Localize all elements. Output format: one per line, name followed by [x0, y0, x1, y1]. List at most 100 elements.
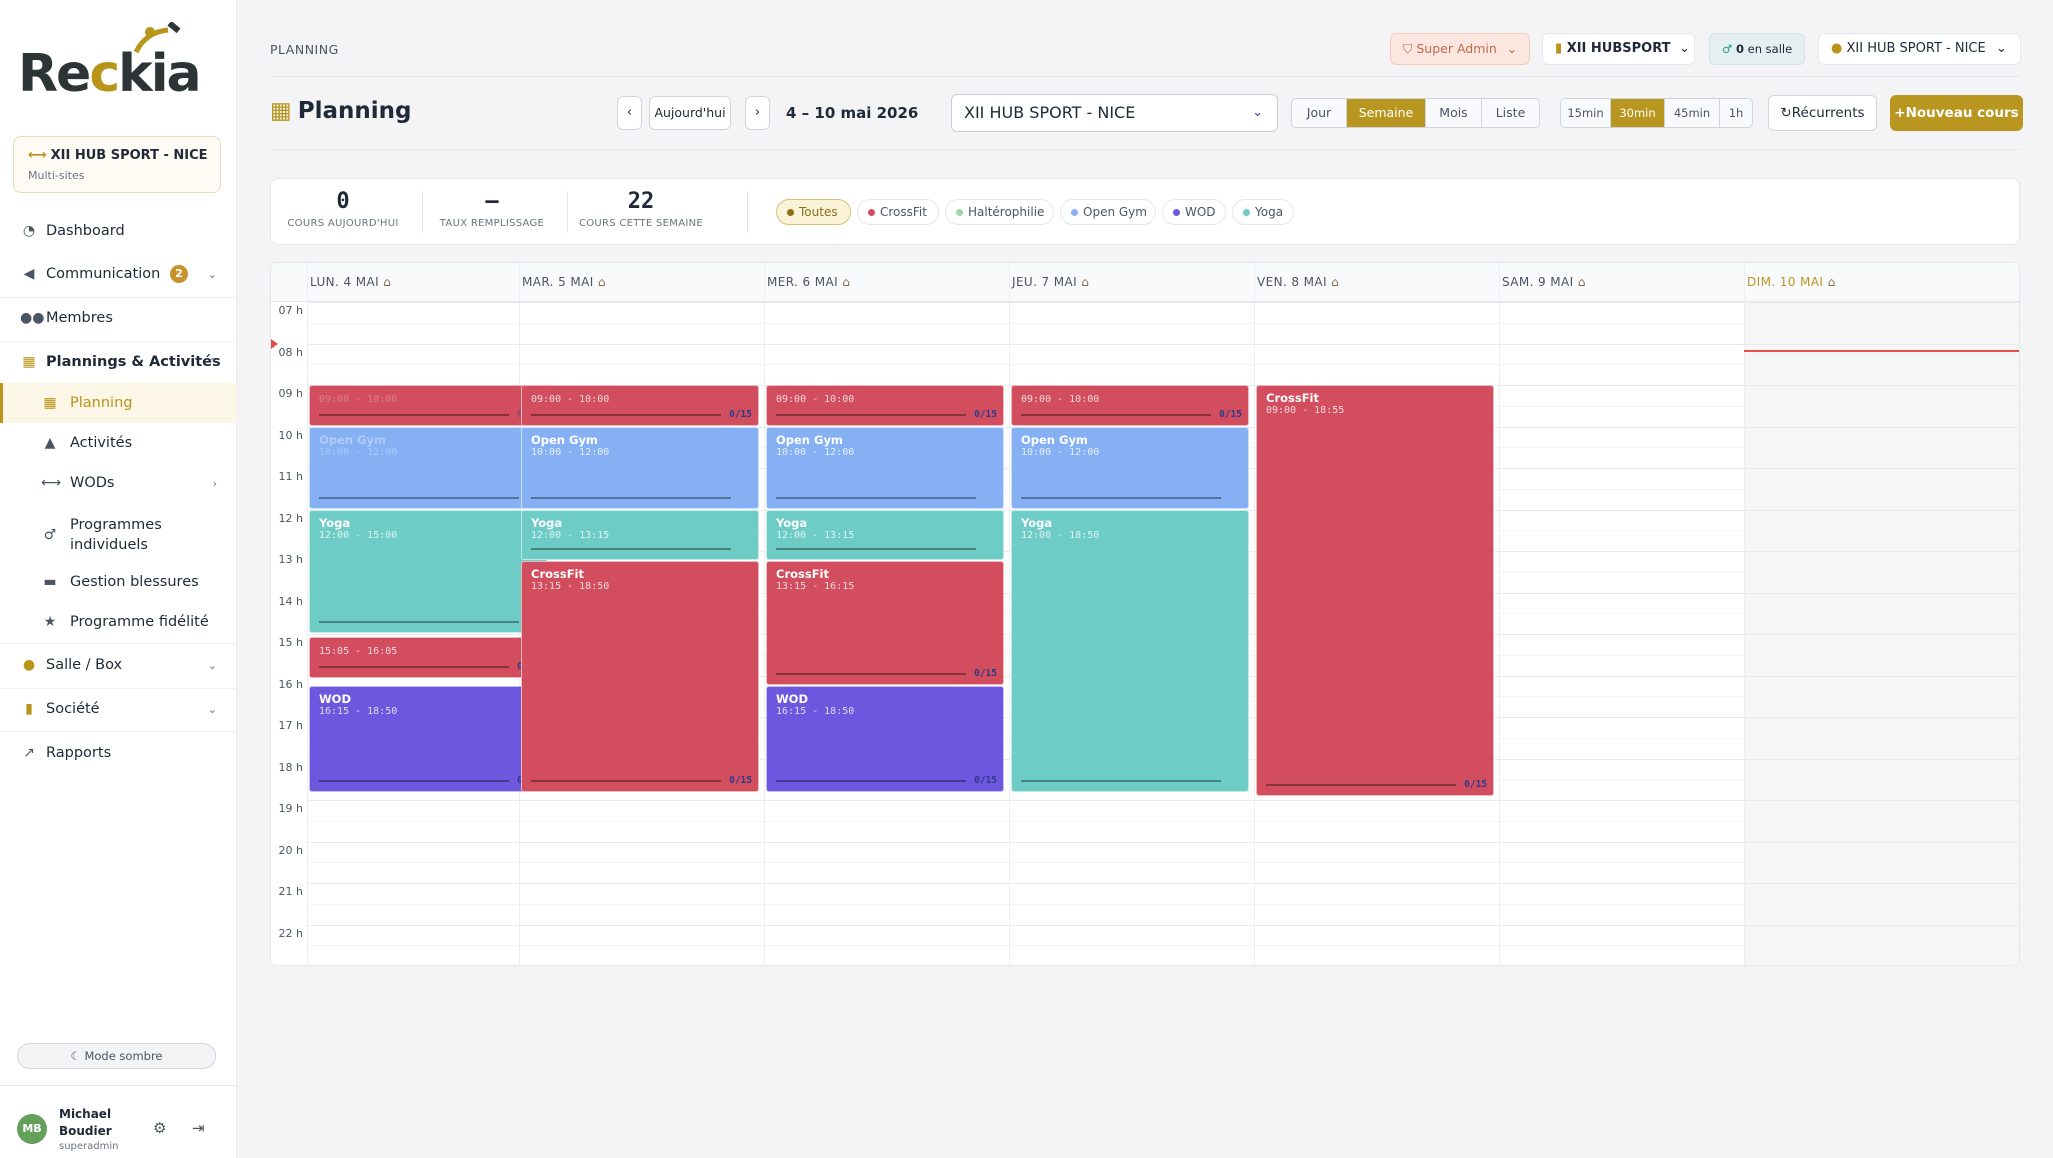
day-header[interactable]: MAR. 5 MAI ⌂: [522, 275, 606, 289]
calendar-event[interactable]: Yoga 12:00 - 15:00: [309, 509, 547, 633]
calendar-event[interactable]: Open Gym 10:00 - 12:00: [309, 426, 547, 509]
chevron-right-icon: ›: [754, 105, 761, 120]
calendar-event[interactable]: CrossFit 09:00 - 18:55 0/15: [1256, 385, 1494, 796]
calendar-event[interactable]: CrossFit 13:15 - 16:15 0/15: [766, 561, 1004, 685]
calendar-event[interactable]: Yoga 12:00 - 18:50: [1011, 509, 1249, 792]
next-week-button[interactable]: ›: [745, 96, 770, 130]
filter-chip[interactable]: Toutes: [776, 199, 851, 225]
notification-badge: 2: [170, 265, 188, 283]
day-header[interactable]: SAM. 9 MAI ⌂: [1502, 275, 1586, 289]
hour-line: [307, 883, 2019, 884]
nav-dashboard[interactable]: ◔ Dashboard: [0, 211, 237, 251]
day-header[interactable]: MER. 6 MAI ⌂: [767, 275, 850, 289]
calendar-event[interactable]: Open Gym 10:00 - 12:00: [1011, 426, 1249, 509]
org-label: XII HUBSPORT: [1566, 41, 1671, 56]
running-icon: ♂: [1722, 42, 1733, 56]
filter-chip[interactable]: CrossFit: [857, 199, 939, 225]
prev-week-button[interactable]: ‹: [617, 96, 642, 130]
new-course-button[interactable]: +Nouveau cours: [1890, 95, 2023, 131]
slot-45min-button[interactable]: 45min: [1665, 99, 1720, 127]
nav-wods[interactable]: ⟷ WODs ›: [0, 463, 237, 503]
birthday-cake-icon[interactable]: ⌂: [1077, 275, 1090, 289]
view-liste-button[interactable]: Liste: [1495, 105, 1526, 120]
hour-label: 12 h: [278, 511, 303, 525]
event-title: Yoga: [1021, 515, 1053, 530]
slot-30min-button[interactable]: 30min: [1611, 99, 1665, 127]
org-selector[interactable]: ▮ XII HUBSPORT ⌄: [1542, 33, 1695, 65]
calendar-event[interactable]: Open Gym 10:00 - 12:00: [521, 426, 759, 509]
birthday-cake-icon[interactable]: ⌂: [1326, 275, 1340, 289]
location-selector[interactable]: ● XII HUB SPORT - NICE ⌄: [1818, 33, 2021, 65]
nav-salle-box[interactable]: ● Salle / Box ⌄: [0, 645, 237, 685]
chevron-down-icon: ⌄: [1252, 105, 1263, 120]
filter-chip[interactable]: Open Gym: [1060, 199, 1156, 225]
divider: [0, 643, 237, 644]
day-header[interactable]: JEU. 7 MAI ⌂: [1012, 275, 1089, 289]
site-selector-box[interactable]: ⟷ XII HUB SPORT - NICE Multi-sites: [13, 136, 221, 193]
calendar-event[interactable]: Open Gym 10:00 - 12:00: [766, 426, 1004, 509]
birthday-cake-icon[interactable]: ⌂: [838, 275, 851, 289]
bandage-icon: ▬: [43, 574, 57, 590]
birthday-cake-icon[interactable]: ⌂: [1573, 275, 1586, 289]
filter-chip[interactable]: WOD: [1162, 199, 1226, 225]
dark-mode-toggle[interactable]: ☾ Mode sombre: [17, 1043, 216, 1069]
event-capacity: 0/15: [974, 667, 997, 679]
day-header[interactable]: DIM. 10 MAI ⌂: [1747, 275, 1836, 289]
current-time-line: [1744, 349, 2019, 352]
filter-chip-label: Haltérophilie: [968, 205, 1045, 219]
reckia-logo[interactable]: Reckia: [18, 22, 218, 104]
nav-label: WODs: [70, 475, 115, 491]
slot-15min-button[interactable]: 15min: [1561, 99, 1611, 127]
chevron-down-icon: ⌄: [207, 267, 217, 281]
event-capacity-bar: [776, 496, 976, 499]
recurrents-button[interactable]: ↻Récurrents: [1768, 95, 1877, 131]
event-time: 12:00 - 13:15: [776, 529, 855, 541]
role-selector[interactable]: ⛉ Super Admin ⌄: [1390, 33, 1530, 65]
nav-gestion-blessures[interactable]: ▬ Gestion blessures: [0, 562, 237, 602]
logout-icon[interactable]: ⇥: [192, 1119, 205, 1137]
calendar-event[interactable]: 15:05 - 16:050/15: [309, 637, 547, 678]
map-pin-icon: ●: [22, 657, 36, 673]
birthday-cake-icon[interactable]: ⌂: [593, 275, 606, 289]
event-time: 16:15 - 18:50: [776, 705, 855, 717]
filter-chip[interactable]: Haltérophilie: [945, 199, 1054, 225]
avatar[interactable]: MB: [17, 1114, 47, 1144]
nav-membres[interactable]: ●● Membres: [0, 298, 237, 338]
site-select[interactable]: XII HUB SPORT - NICE ⌄: [951, 94, 1278, 132]
in-room-indicator[interactable]: ♂ 0 en salle: [1709, 33, 1805, 65]
nav-label: Gestion blessures: [70, 574, 199, 590]
nav-programme-fidelite[interactable]: ★ Programme fidélité: [0, 602, 237, 642]
nav-planning[interactable]: ▦ Planning: [0, 383, 237, 423]
nav-activites[interactable]: ▲ Activités: [0, 423, 237, 463]
filter-chip[interactable]: Yoga: [1232, 199, 1294, 225]
half-hour-line: [307, 820, 2019, 822]
view-mois-button[interactable]: Mois: [1426, 99, 1482, 127]
view-jour-button[interactable]: Jour: [1292, 99, 1347, 127]
nav-communication[interactable]: ◀ Communication 2 ⌄: [0, 254, 237, 294]
calendar-event[interactable]: Yoga 12:00 - 13:15: [521, 509, 759, 561]
calendar-event[interactable]: CrossFit 13:15 - 18:50 0/15: [521, 561, 759, 792]
hour-line: [307, 924, 2019, 926]
nav-societe[interactable]: ▮ Société ⌄: [0, 689, 237, 729]
birthday-cake-icon[interactable]: ⌂: [379, 275, 392, 289]
calendar-event[interactable]: Yoga 12:00 - 13:15: [766, 509, 1004, 561]
day-header[interactable]: VEN. 8 MAI ⌂: [1257, 275, 1339, 289]
nav-rapports[interactable]: ↗ Rapports: [0, 733, 237, 773]
event-capacity-bar: [776, 779, 966, 782]
event-title: Open Gym: [776, 432, 843, 447]
today-button[interactable]: Aujourd'hui: [649, 96, 731, 130]
view-semaine-button[interactable]: Semaine: [1347, 99, 1426, 127]
birthday-cake-icon[interactable]: ⌂: [1823, 275, 1836, 289]
gear-icon[interactable]: ⚙: [153, 1119, 167, 1137]
slot-1h-button[interactable]: 1h: [1728, 106, 1744, 120]
calendar-event[interactable]: 09:00 - 10:000/15: [309, 385, 547, 426]
day-header[interactable]: LUN. 4 MAI ⌂: [310, 275, 391, 289]
nav-programmes-individuels[interactable]: ♂ Programmes individuels: [0, 513, 237, 557]
stat-value: 22: [627, 189, 655, 214]
nav-plannings-activites[interactable]: ▦ Plannings & Activités ⌃: [0, 342, 237, 382]
